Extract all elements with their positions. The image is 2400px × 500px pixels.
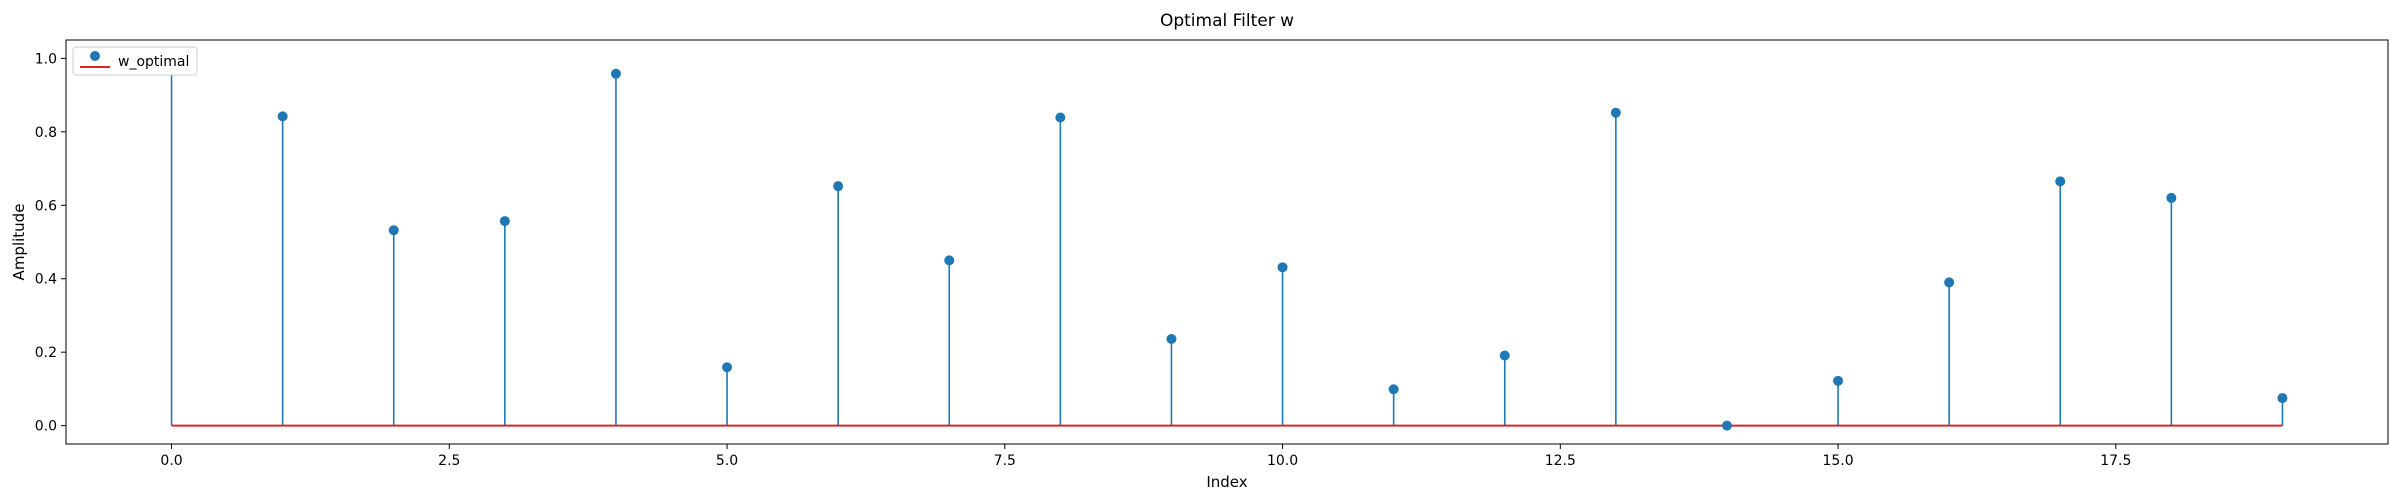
- stem-marker: [1944, 277, 1955, 288]
- stem-marker: [833, 181, 844, 192]
- stem-marker: [2277, 393, 2288, 404]
- y-tick-label: 1.0: [35, 51, 57, 67]
- y-tick-label: 0.8: [35, 125, 57, 141]
- x-tick-label: 7.5: [994, 453, 1016, 469]
- legend-marker: [90, 51, 100, 61]
- legend: w_optimal: [72, 46, 198, 76]
- y-axis-label: Amplitude: [10, 204, 28, 281]
- y-tick-label: 0.4: [35, 272, 57, 288]
- x-tick-label: 5.0: [716, 453, 738, 469]
- stem-marker: [1499, 350, 1510, 361]
- x-axis-label: Index: [1206, 473, 1247, 491]
- x-tick-label: 2.5: [438, 453, 460, 469]
- stem-marker: [388, 225, 399, 236]
- stem-marker: [1833, 375, 1844, 386]
- stem-marker: [1388, 384, 1399, 395]
- stem-marker: [722, 362, 733, 373]
- y-tick-label: 0.2: [35, 345, 57, 361]
- x-tick-label: 17.5: [2100, 453, 2131, 469]
- chart-title: Optimal Filter w: [1160, 11, 1294, 31]
- stem-marker: [944, 255, 955, 266]
- stem-marker: [1277, 262, 1288, 273]
- y-tick-label: 0.6: [35, 198, 57, 214]
- x-tick-label: 10.0: [1267, 453, 1298, 469]
- stem-marker: [1610, 107, 1621, 118]
- legend-label-w-optimal: w_optimal: [118, 54, 189, 70]
- x-tick-label: 0.0: [160, 453, 182, 469]
- y-tick-label: 0.0: [35, 419, 57, 435]
- stem-marker: [499, 216, 510, 227]
- plot-area: 0.0 2.5 5.0 7.5 10.0 12.5 15.0 17.5 0.0 0.2 0.4 0.6…: [35, 39, 2389, 469]
- x-tick-label: 12.5: [1545, 453, 1576, 469]
- stem-marker: [1166, 333, 1177, 344]
- stem-marker: [2055, 176, 2066, 187]
- stem-marker: [610, 68, 621, 79]
- axes-frame: [65, 39, 2389, 445]
- stem-marker: [277, 111, 288, 122]
- stem-marker: [1055, 112, 1066, 123]
- x-tick-label: 15.0: [1822, 453, 1853, 469]
- stem-marker: [1721, 420, 1732, 431]
- stem-marker: [2166, 192, 2177, 203]
